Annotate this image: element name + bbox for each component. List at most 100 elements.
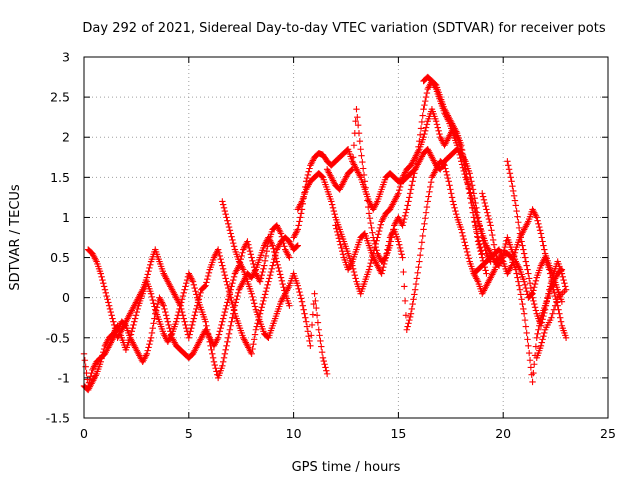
data-point — [512, 202, 519, 209]
data-point — [269, 262, 276, 269]
data-point — [502, 240, 509, 248]
data-point — [229, 280, 236, 287]
data-point — [451, 204, 458, 212]
data-point — [419, 112, 426, 119]
data-point — [348, 166, 355, 174]
data-point — [544, 294, 551, 301]
data-point — [87, 373, 94, 380]
data-point — [250, 340, 257, 348]
data-point — [534, 330, 541, 337]
data-point — [460, 235, 467, 243]
data-point — [319, 354, 327, 362]
data-point — [270, 259, 277, 266]
data-point — [100, 283, 108, 290]
data-point — [383, 250, 390, 257]
data-point — [479, 250, 486, 257]
data-point — [144, 271, 151, 278]
data-point — [349, 265, 357, 272]
data-point — [406, 316, 413, 324]
data-point — [97, 358, 104, 366]
data-point — [381, 257, 389, 264]
data-point — [204, 326, 211, 333]
data-point — [263, 284, 270, 292]
data-point — [100, 345, 108, 353]
data-point — [182, 283, 189, 290]
data-point — [521, 254, 529, 261]
data-point — [147, 261, 154, 268]
data-point — [214, 246, 222, 253]
data-point — [225, 330, 233, 337]
data-point — [261, 294, 268, 301]
data-point — [547, 280, 555, 287]
data-point — [464, 251, 472, 259]
data-point — [165, 321, 172, 329]
data-point — [221, 350, 229, 358]
data-point — [536, 227, 544, 234]
data-point — [417, 125, 425, 132]
data-point — [370, 237, 378, 244]
data-point — [410, 174, 417, 181]
data-point — [320, 357, 327, 365]
data-point — [105, 302, 113, 309]
data-point — [399, 254, 406, 261]
data-point — [530, 369, 537, 377]
data-point — [192, 288, 199, 295]
data-point — [151, 303, 158, 310]
data-point — [423, 89, 431, 97]
data-point — [295, 222, 302, 229]
data-point — [229, 236, 236, 244]
data-point — [129, 324, 136, 332]
data-point — [228, 283, 235, 290]
data-point — [448, 194, 456, 201]
y-tick-label: -0.5 — [46, 330, 70, 345]
data-point — [539, 336, 546, 343]
data-point — [225, 223, 233, 231]
data-point — [427, 183, 434, 191]
data-point — [365, 210, 373, 217]
data-point — [514, 274, 521, 281]
data-point — [249, 293, 256, 301]
data-point — [205, 334, 213, 341]
data-point — [422, 93, 430, 101]
data-point — [562, 334, 570, 341]
data-point — [533, 214, 540, 221]
data-point — [213, 368, 220, 375]
data-point — [525, 270, 532, 277]
data-point — [557, 314, 564, 321]
data-point — [190, 281, 198, 289]
data-point — [230, 243, 238, 250]
data-point — [468, 182, 476, 189]
data-point — [101, 286, 109, 293]
data-point — [216, 328, 224, 335]
data-point — [214, 334, 222, 341]
data-point — [538, 319, 545, 326]
data-point — [367, 259, 374, 267]
data-point — [164, 318, 172, 325]
data-point — [296, 288, 303, 296]
data-point — [501, 243, 509, 251]
data-point — [423, 203, 431, 211]
data-point — [146, 340, 153, 348]
data-point — [204, 276, 211, 283]
data-point — [353, 105, 360, 113]
data-point — [541, 309, 548, 317]
data-point — [181, 318, 188, 325]
x-tick-label: 5 — [185, 426, 193, 441]
data-point — [380, 263, 387, 271]
data-point — [379, 267, 386, 274]
data-point — [509, 182, 516, 190]
data-point — [401, 297, 409, 305]
data-point — [211, 361, 218, 369]
data-point — [400, 219, 407, 226]
data-point — [520, 246, 527, 253]
data-point — [424, 198, 431, 205]
data-point — [230, 310, 237, 317]
data-point — [354, 121, 362, 129]
data-point — [491, 246, 499, 253]
data-point — [261, 257, 269, 264]
data-point — [538, 339, 545, 346]
data-point — [369, 229, 376, 236]
data-point — [534, 217, 541, 224]
data-point — [478, 247, 485, 254]
